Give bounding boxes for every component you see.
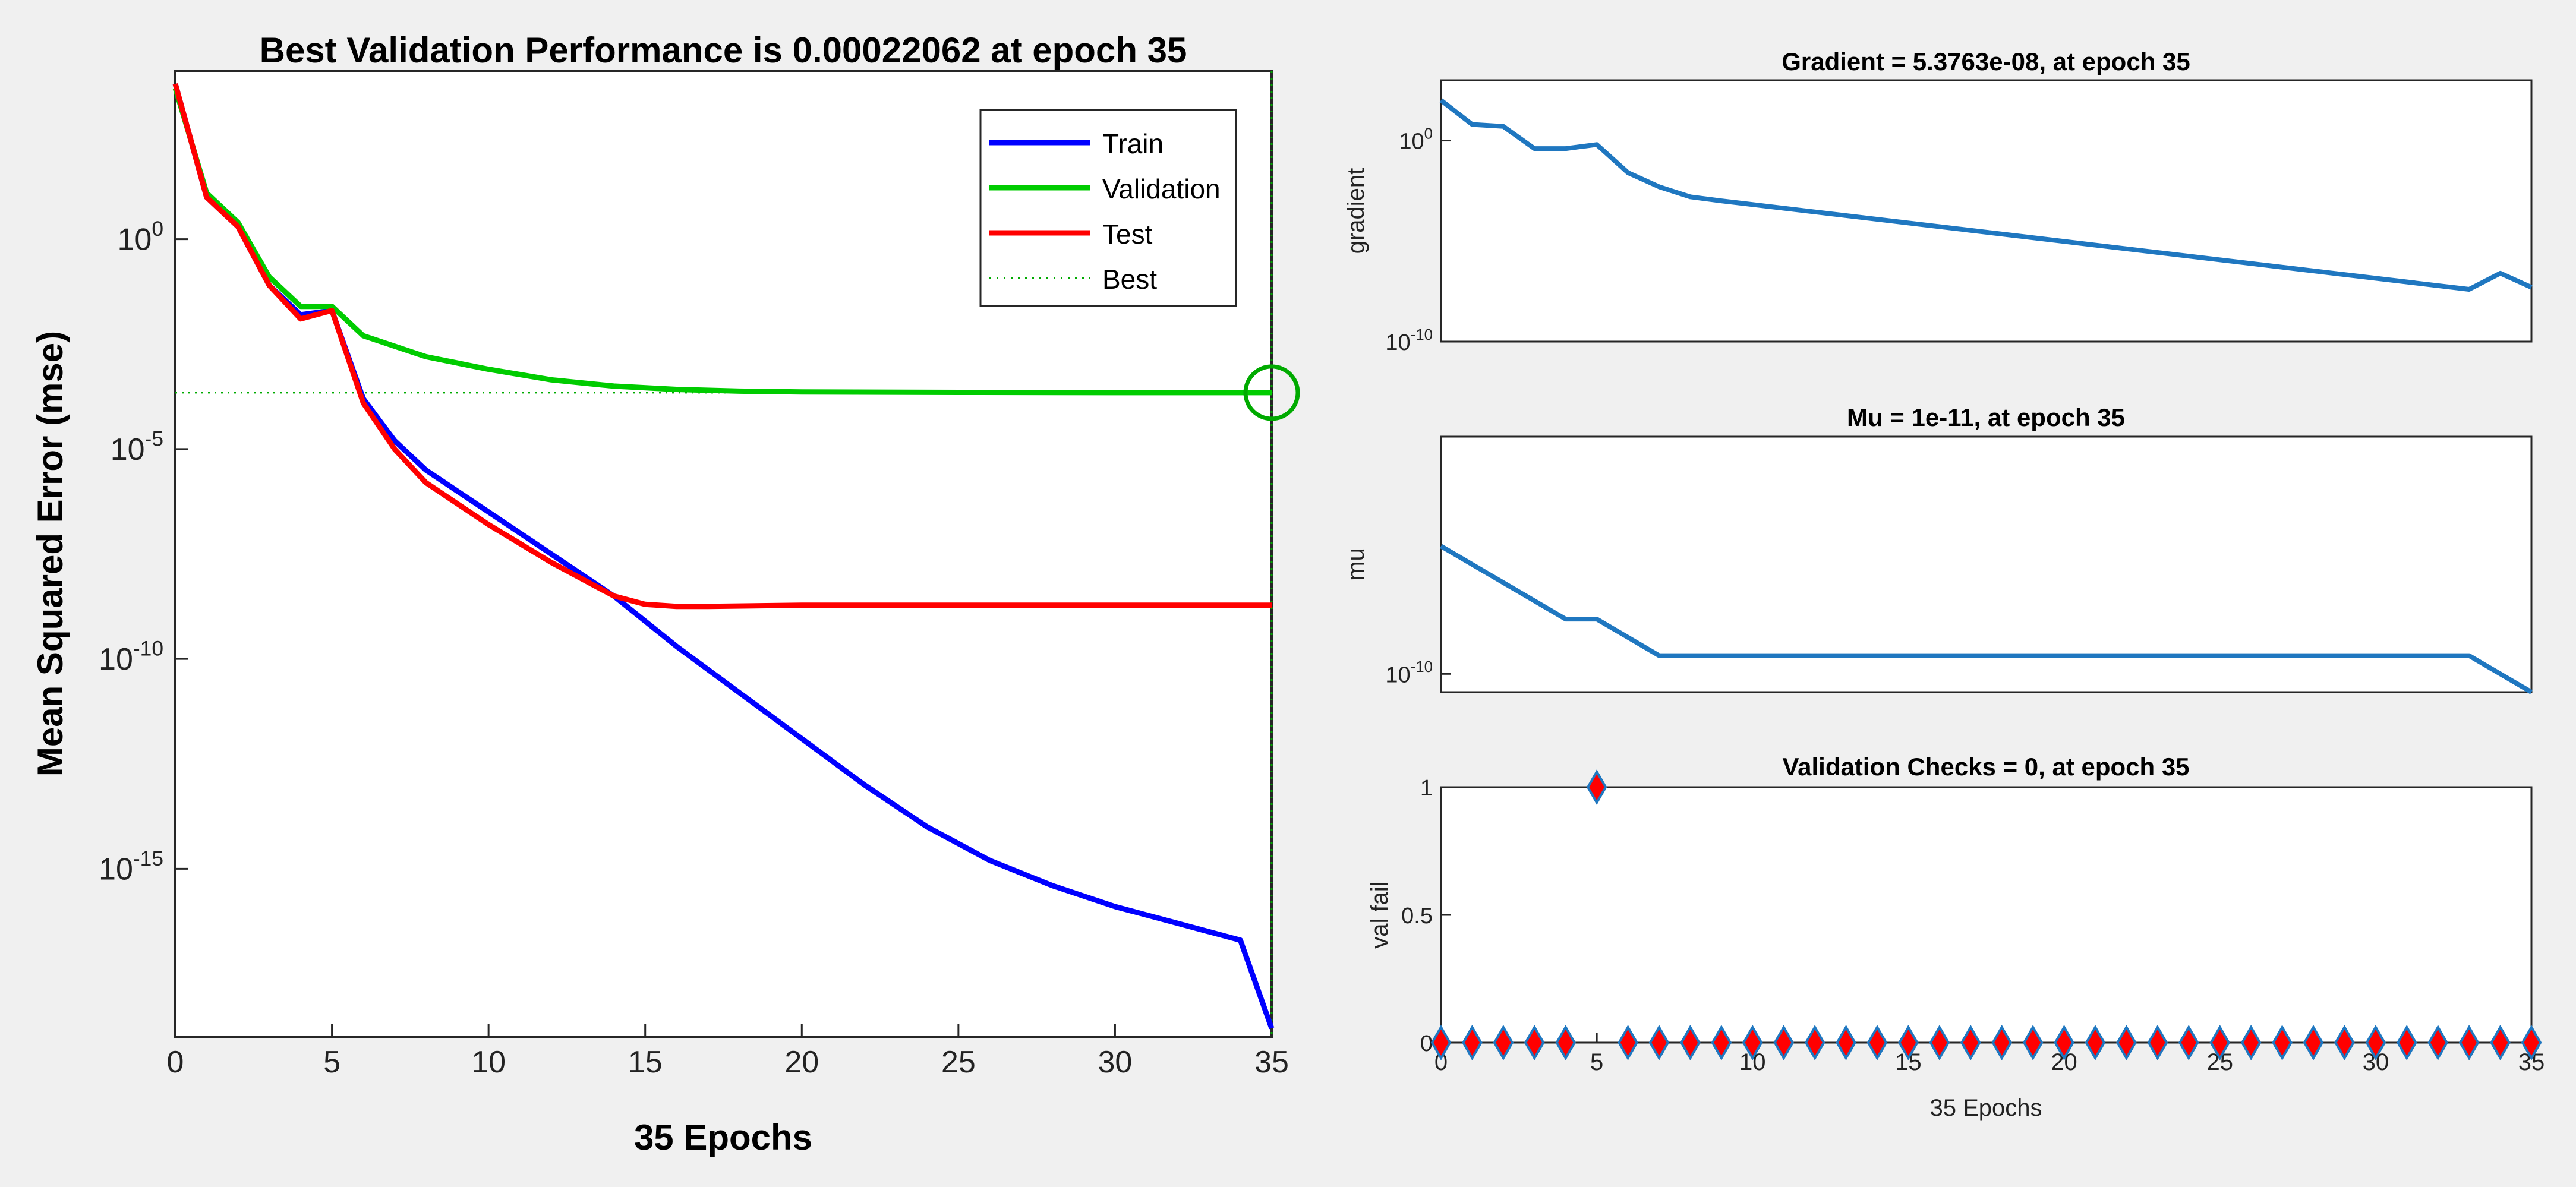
x-tick-label: 5 <box>1590 1049 1603 1075</box>
y-tick-label: 10-10 <box>1385 659 1433 687</box>
mu-chart: Mu = 1e-11, at epoch 35 mu 10-10 <box>1343 403 2533 694</box>
mu-line <box>1439 544 2533 694</box>
val-fail-marker <box>2490 1024 2511 1061</box>
performance-series <box>172 71 1300 1037</box>
performance-x-axis-label: 35 Epochs <box>634 1117 812 1157</box>
x-tick-label: 0 <box>1434 1049 1448 1075</box>
val-fail-marker <box>1773 1024 1795 1061</box>
validation-checks-chart: Validation Checks = 0, at epoch 35 35 Ep… <box>1367 753 2545 1121</box>
y-tick-label: 10-10 <box>1385 327 1433 355</box>
validation-checks-x-axis-label: 35 Epochs <box>1929 1095 2042 1121</box>
val-fail-marker <box>1836 1024 1856 1061</box>
performance-y-ticks: 100 10-5 10-10 10-15 <box>99 217 188 886</box>
mu-axes-bg <box>1440 435 2533 693</box>
val-fail-marker <box>1742 1024 1763 1061</box>
val-fail-marker <box>2240 1024 2262 1061</box>
legend-label-validation: Validation <box>1102 173 1221 204</box>
val-fail-marker <box>2303 1024 2324 1061</box>
val-fail-marker <box>1430 1024 1452 1061</box>
val-fail-marker <box>1462 1024 1483 1061</box>
val-fail-marker <box>2521 1024 2542 1061</box>
x-tick-label: 15 <box>628 1045 663 1079</box>
performance-chart: Best Validation Performance is 0.0002206… <box>30 30 1300 1157</box>
legend-label-best: Best <box>1102 264 1157 295</box>
val-fail-marker <box>2178 1024 2199 1061</box>
y-tick-label: 10-10 <box>99 637 163 677</box>
y-tick-label: 1 <box>1420 776 1433 801</box>
x-tick-label: 25 <box>941 1045 976 1079</box>
val-fail-marker <box>2334 1024 2355 1061</box>
x-tick-label: 30 <box>1098 1045 1133 1079</box>
y-tick-label: 0 <box>1420 1031 1433 1056</box>
val-fail-marker <box>2147 1024 2168 1061</box>
y-tick-label: 10-5 <box>111 427 163 466</box>
val-fail-marker <box>1804 1024 1825 1061</box>
series-line-test <box>172 83 1272 610</box>
val-fail-marker <box>1680 1024 1701 1061</box>
gradient-chart-title: Gradient = 5.3763e-08, at epoch 35 <box>1782 48 2190 75</box>
x-tick-label: 35 <box>1254 1045 1289 1079</box>
validation-checks-axes-bg <box>1440 786 2533 1044</box>
best-point-marker <box>1243 364 1300 421</box>
mu-y-ticks: 10-10 <box>1385 659 1451 687</box>
mu-series <box>1439 544 2533 694</box>
validation-checks-markers <box>1430 769 2542 1061</box>
y-tick-label: 100 <box>1399 125 1433 154</box>
val-fail-marker <box>1648 1024 1670 1061</box>
performance-x-ticks: 0 5 10 15 20 25 30 35 <box>167 1024 1289 1079</box>
x-tick-label: 0 <box>167 1045 184 1079</box>
gradient-y-axis-label: gradient <box>1343 168 1369 254</box>
validation-checks-y-axis-label: val fail <box>1367 881 1393 948</box>
series-line-validation <box>172 87 1272 396</box>
val-fail-marker <box>1711 1024 1732 1061</box>
legend-label-train: Train <box>1102 128 1164 159</box>
gradient-chart: Gradient = 5.3763e-08, at epoch 35 gradi… <box>1343 48 2533 355</box>
val-fail-marker <box>2272 1024 2293 1061</box>
gradient-line <box>1439 98 2533 292</box>
y-tick-label: 100 <box>117 217 163 257</box>
y-tick-label: 0.5 <box>1401 904 1433 929</box>
val-fail-marker <box>1898 1024 1919 1061</box>
gradient-axes-bg <box>1440 79 2533 343</box>
mu-y-axis-label: mu <box>1343 548 1369 581</box>
val-fail-marker <box>2085 1024 2106 1061</box>
val-fail-marker <box>1991 1024 2013 1061</box>
val-fail-marker <box>1929 1024 1950 1061</box>
val-fail-marker <box>1493 1024 1514 1061</box>
validation-checks-chart-title: Validation Checks = 0, at epoch 35 <box>1782 753 2189 781</box>
val-fail-marker <box>2396 1024 2417 1061</box>
val-fail-marker <box>1866 1024 1888 1061</box>
val-fail-marker <box>2458 1024 2480 1061</box>
val-fail-marker <box>1960 1024 1981 1061</box>
val-fail-marker <box>2427 1024 2449 1061</box>
x-tick-label: 10 <box>471 1045 506 1079</box>
gradient-y-ticks: 100 10-10 <box>1385 125 1451 355</box>
gradient-series <box>1439 98 2533 292</box>
val-fail-marker <box>1586 769 1607 806</box>
val-fail-marker <box>1524 1024 1545 1061</box>
val-fail-marker <box>2209 1024 2231 1061</box>
val-fail-marker <box>1618 1024 1638 1061</box>
x-tick-label: 5 <box>323 1045 340 1079</box>
val-fail-marker <box>2365 1024 2386 1061</box>
val-fail-marker <box>2022 1024 2044 1061</box>
mu-chart-title: Mu = 1e-11, at epoch 35 <box>1847 403 2125 431</box>
y-tick-label: 10-15 <box>99 847 163 886</box>
performance-legend: Train Validation Test Best <box>979 109 1237 307</box>
performance-y-axis-label: Mean Squared Error (mse) <box>30 331 70 776</box>
legend-label-test: Test <box>1102 219 1153 250</box>
performance-chart-title: Best Validation Performance is 0.0002206… <box>260 30 1187 70</box>
val-fail-marker <box>1555 1024 1577 1061</box>
val-fail-marker <box>2054 1024 2074 1061</box>
val-fail-marker <box>2116 1024 2137 1061</box>
x-tick-label: 20 <box>784 1045 819 1079</box>
